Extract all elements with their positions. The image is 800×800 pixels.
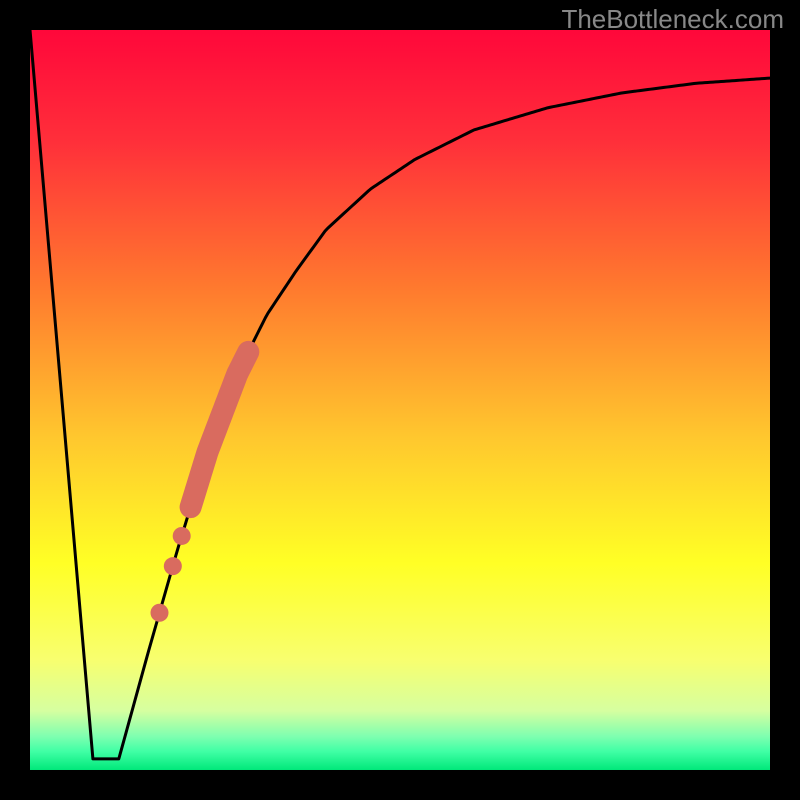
chart-container: TheBottleneck.com — [0, 0, 800, 800]
marker-dot-1 — [164, 557, 182, 575]
frame-edge-1 — [0, 770, 800, 800]
plot-background — [30, 30, 770, 770]
marker-dot-0 — [151, 604, 169, 622]
marker-dot-2 — [173, 527, 191, 545]
frame-edge-2 — [0, 0, 30, 800]
frame-edge-3 — [770, 0, 800, 800]
chart-svg — [0, 0, 800, 800]
watermark-text: TheBottleneck.com — [561, 4, 784, 35]
